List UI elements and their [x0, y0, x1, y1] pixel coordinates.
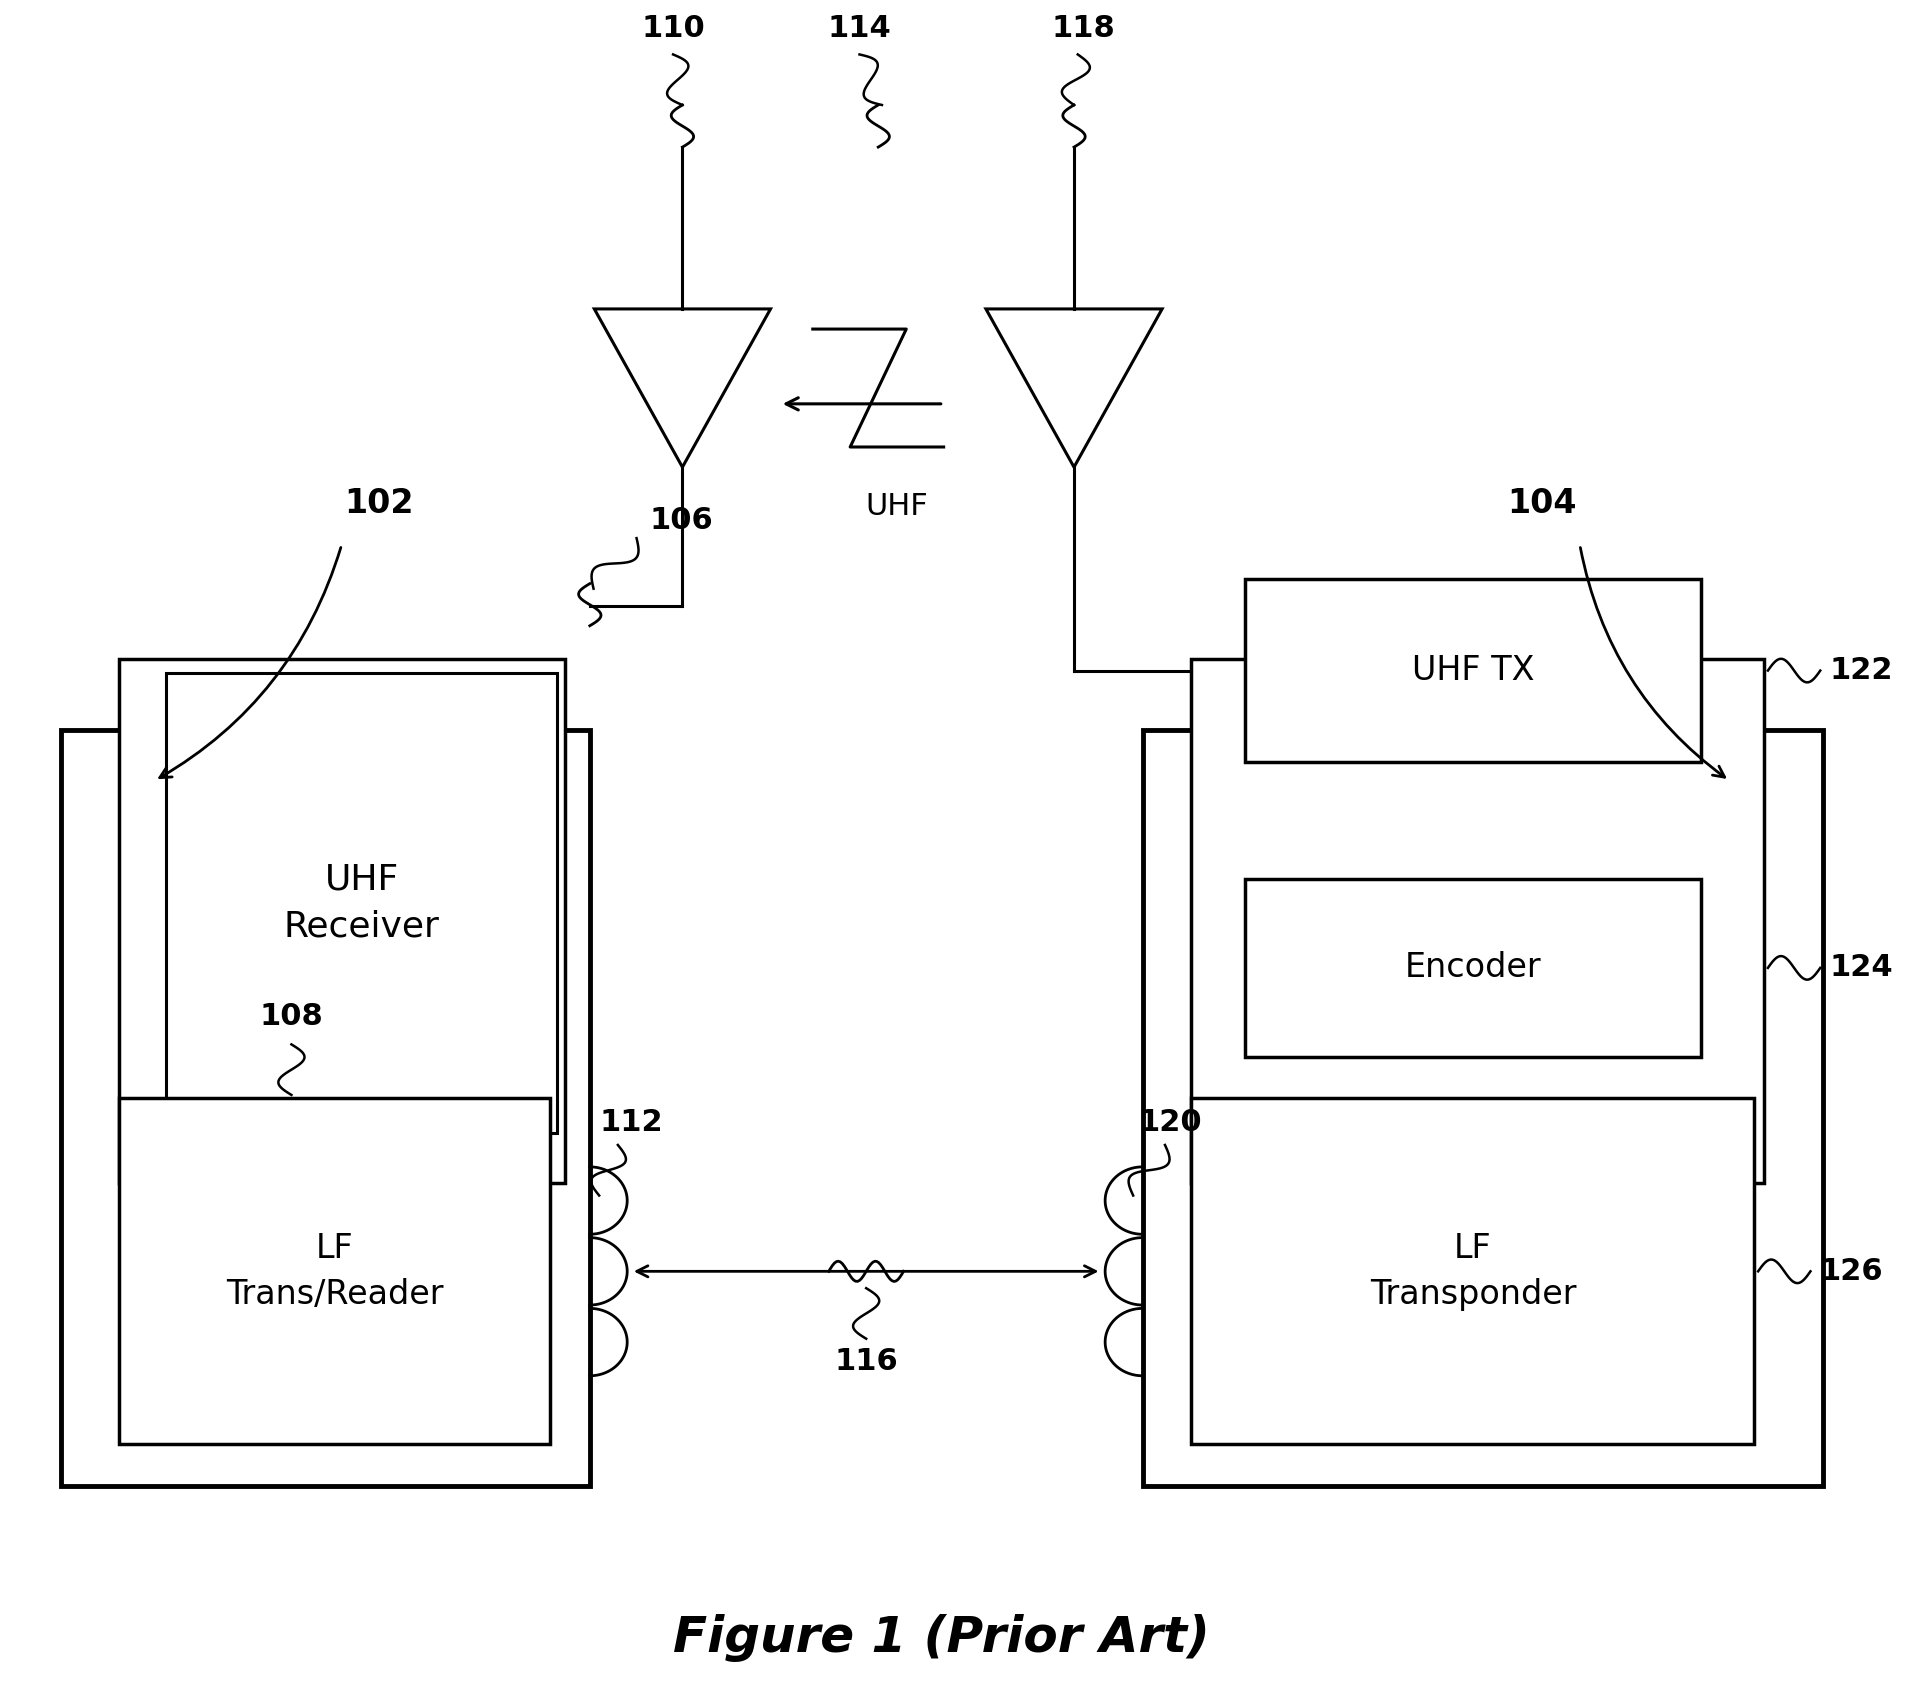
Text: 112: 112 [600, 1108, 663, 1137]
Text: 110: 110 [642, 14, 705, 43]
Bar [1245, 879, 1700, 1056]
Text: 106: 106 [649, 506, 714, 535]
Text: LF
Trans/Reader: LF Trans/Reader [225, 1232, 443, 1310]
Polygon shape [986, 308, 1161, 467]
Bar [118, 1099, 550, 1445]
Polygon shape [594, 308, 770, 467]
Bar [1142, 729, 1822, 1486]
Text: LF
Transponder: LF Transponder [1369, 1232, 1576, 1310]
Bar [118, 659, 565, 1183]
Text: 104: 104 [1507, 487, 1578, 520]
Text: Figure 1 (Prior Art): Figure 1 (Prior Art) [674, 1614, 1211, 1661]
Text: 116: 116 [835, 1348, 898, 1377]
Text: UHF
Receiver: UHF Receiver [285, 862, 439, 944]
Text: UHF: UHF [865, 492, 928, 521]
Text: 122: 122 [1830, 656, 1893, 685]
Bar [61, 729, 590, 1486]
Text: 120: 120 [1138, 1108, 1203, 1137]
Bar [1192, 1099, 1755, 1445]
Bar [166, 673, 558, 1133]
Text: 126: 126 [1820, 1258, 1883, 1287]
Text: 118: 118 [1052, 14, 1115, 43]
Text: 124: 124 [1830, 953, 1893, 983]
Bar [1192, 659, 1765, 1183]
Text: 102: 102 [344, 487, 414, 520]
Text: 108: 108 [260, 1002, 323, 1031]
Text: UHF TX: UHF TX [1411, 654, 1534, 687]
Bar [1245, 579, 1700, 762]
Text: Encoder: Encoder [1404, 951, 1541, 985]
Text: 114: 114 [827, 14, 892, 43]
